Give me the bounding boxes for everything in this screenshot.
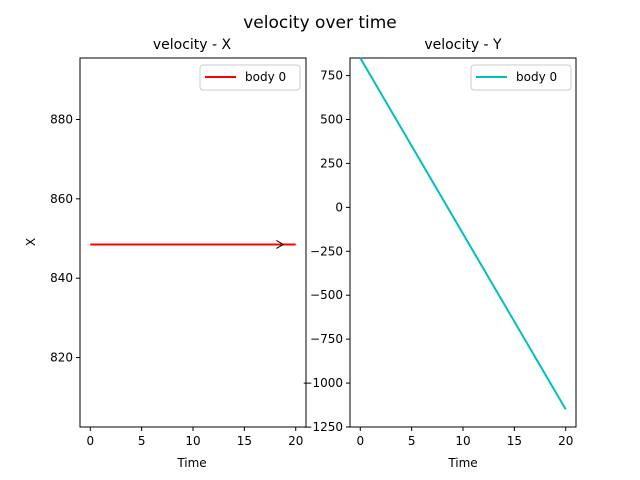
- series-line: [359, 57, 567, 410]
- ytick-label: 500: [320, 113, 343, 127]
- ytick-label: 880: [50, 113, 73, 127]
- figure-title: velocity over time: [243, 13, 397, 33]
- ytick-label: 820: [50, 351, 73, 365]
- velocity-y-legend-label: body 0: [516, 70, 557, 84]
- xtick-label: 0: [86, 434, 94, 448]
- xtick-label: 5: [408, 434, 416, 448]
- velocity-x-ticks: 0 5 10 15 20 820 840 860 880: [50, 113, 303, 449]
- ytick-label: −250: [310, 244, 343, 258]
- xtick-label: 10: [185, 434, 200, 448]
- velocity-x-legend: body 0: [199, 64, 301, 91]
- ytick-label: 860: [50, 192, 73, 206]
- ytick-label: 840: [50, 271, 73, 285]
- velocity-y-panel: velocity - Y 0 5 10 15 20 −1250 −1000 −750 −500 −…: [302, 37, 577, 470]
- ytick-label: −1000: [302, 376, 343, 390]
- velocity-x-panel: velocity - X 0 5 10 15 20 820 840 860 880 Time X…: [24, 37, 307, 470]
- xtick-label: 15: [507, 434, 522, 448]
- velocity-x-lines: [90, 240, 296, 249]
- direction-arrow-icon: [276, 240, 285, 249]
- velocity-y-legend: body 0: [470, 64, 572, 91]
- velocity-x-ylabel: X: [24, 238, 38, 246]
- ytick-label: −500: [310, 288, 343, 302]
- velocity-x-xlabel: Time: [176, 456, 206, 470]
- velocity-x-legend-box: [199, 64, 301, 91]
- velocity-y-ticks: 0 5 10 15 20 −1250 −1000 −750 −500 −250 0 250 500 750: [302, 69, 573, 448]
- xtick-label: 20: [288, 434, 303, 448]
- velocity-y-title: velocity - Y: [424, 37, 502, 53]
- ytick-label: 750: [320, 69, 343, 83]
- velocity-y-xlabel: Time: [447, 456, 477, 470]
- xtick-label: 5: [138, 434, 146, 448]
- ytick-label: 250: [320, 156, 343, 170]
- xtick-label: 10: [455, 434, 470, 448]
- velocity-x-plot-frame: [79, 57, 307, 428]
- velocity-y-legend-box: [470, 64, 572, 91]
- velocity-x-legend-label: body 0: [245, 70, 286, 84]
- ytick-label: −1250: [302, 420, 343, 434]
- xtick-label: 20: [558, 434, 573, 448]
- velocity-y-plot-frame: [349, 57, 577, 428]
- xtick-label: 0: [356, 434, 364, 448]
- velocity-x-title: velocity - X: [153, 37, 232, 53]
- xtick-label: 15: [237, 434, 252, 448]
- ytick-label: −750: [310, 332, 343, 346]
- velocity-y-lines: [359, 57, 567, 410]
- ytick-label: 0: [335, 200, 343, 214]
